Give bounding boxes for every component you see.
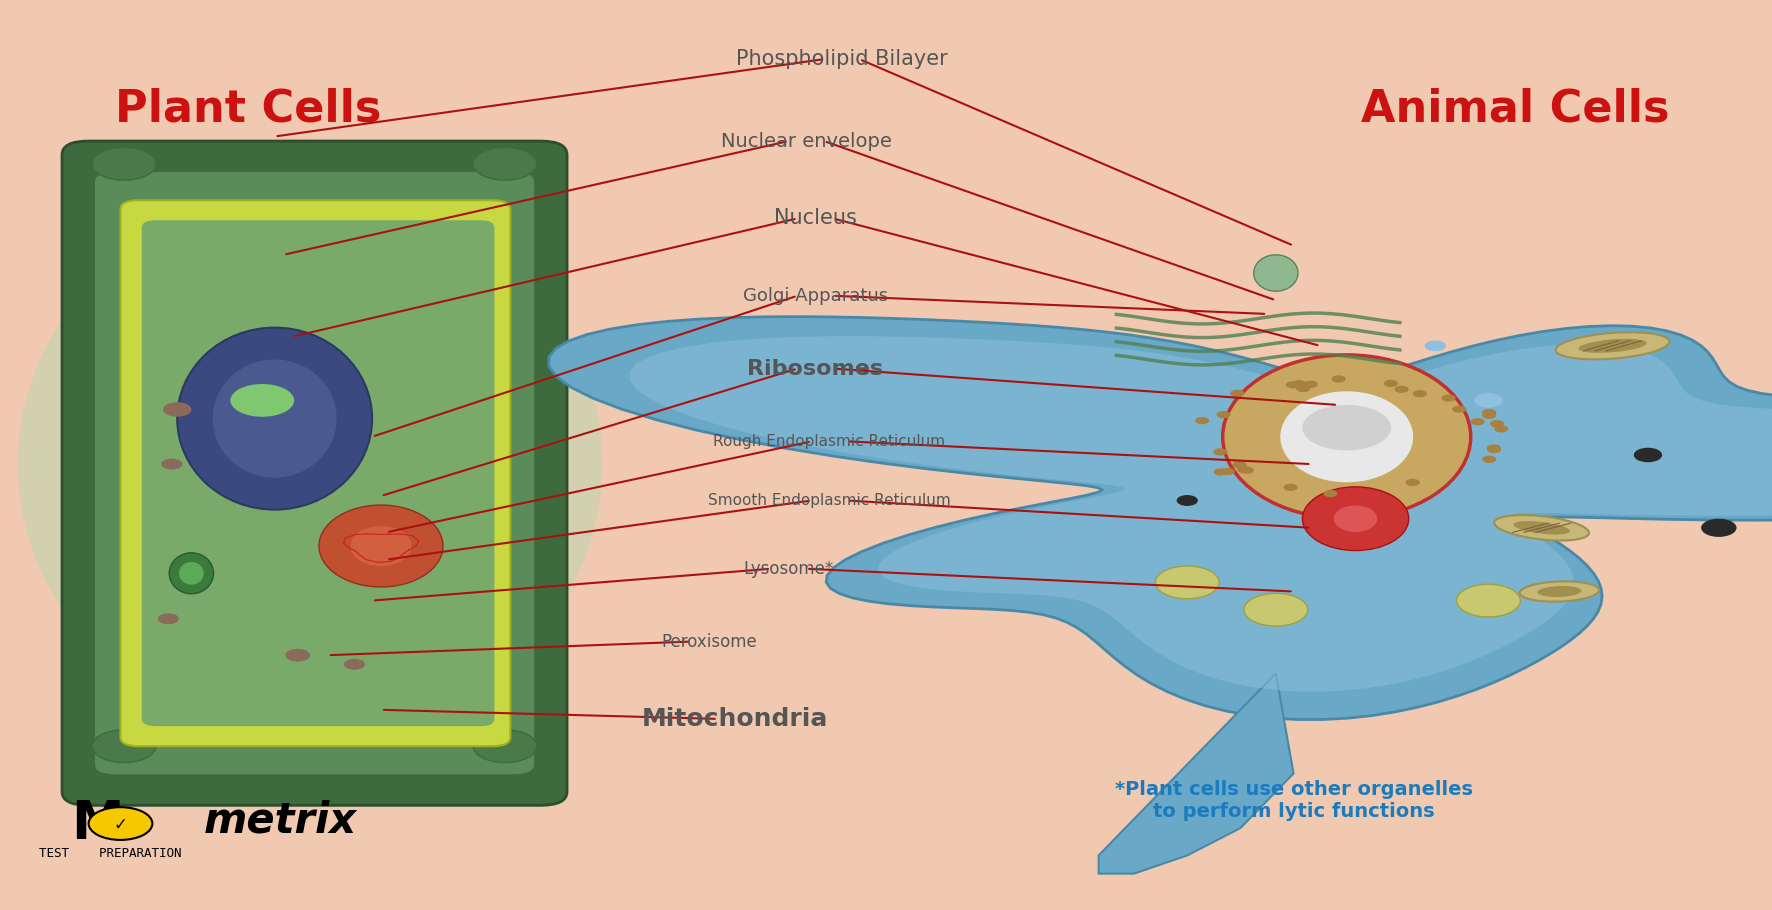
Circle shape: [1487, 446, 1501, 453]
Text: Phospholipid Bilayer: Phospholipid Bilayer: [735, 49, 948, 69]
Circle shape: [1494, 425, 1508, 432]
Circle shape: [1155, 566, 1219, 599]
Circle shape: [1481, 409, 1496, 416]
FancyBboxPatch shape: [142, 220, 494, 726]
Circle shape: [1481, 456, 1496, 463]
Circle shape: [1244, 593, 1308, 626]
Polygon shape: [1099, 673, 1294, 874]
Circle shape: [1471, 418, 1485, 425]
Text: M: M: [71, 797, 124, 850]
Circle shape: [1487, 444, 1501, 451]
Circle shape: [1295, 385, 1310, 392]
Text: Peroxisome: Peroxisome: [661, 632, 757, 651]
Text: Plant Cells: Plant Cells: [115, 87, 381, 131]
FancyBboxPatch shape: [62, 141, 567, 805]
Ellipse shape: [1520, 581, 1598, 602]
Circle shape: [1214, 449, 1228, 456]
Text: Ribosomes: Ribosomes: [748, 359, 882, 379]
Text: Lysosome*: Lysosome*: [744, 560, 833, 578]
Circle shape: [158, 613, 179, 624]
Circle shape: [1474, 393, 1503, 408]
Circle shape: [473, 730, 537, 763]
Ellipse shape: [170, 552, 214, 594]
FancyBboxPatch shape: [120, 200, 510, 746]
Circle shape: [230, 384, 294, 417]
Text: Nuclear envelope: Nuclear envelope: [721, 132, 891, 150]
Circle shape: [1481, 411, 1496, 419]
Circle shape: [163, 402, 191, 417]
Circle shape: [1283, 484, 1297, 491]
Circle shape: [1221, 468, 1235, 475]
Text: ✓: ✓: [113, 815, 128, 834]
Circle shape: [1457, 584, 1520, 617]
Circle shape: [1442, 394, 1457, 401]
Circle shape: [1425, 340, 1446, 351]
Text: Golgi Apparatus: Golgi Apparatus: [742, 287, 888, 305]
Circle shape: [89, 807, 152, 840]
Ellipse shape: [1302, 487, 1409, 551]
Circle shape: [1384, 379, 1398, 387]
Circle shape: [285, 649, 310, 662]
Circle shape: [1490, 420, 1504, 428]
Circle shape: [1214, 469, 1228, 476]
Circle shape: [1177, 495, 1198, 506]
Circle shape: [1237, 466, 1251, 473]
Circle shape: [1302, 405, 1391, 450]
Circle shape: [1331, 375, 1345, 382]
Circle shape: [473, 147, 537, 180]
Circle shape: [1216, 411, 1230, 419]
Text: Rough Endoplasmic Reticulum: Rough Endoplasmic Reticulum: [714, 434, 944, 449]
Ellipse shape: [1223, 355, 1471, 519]
Circle shape: [1194, 417, 1209, 424]
Circle shape: [1292, 380, 1306, 388]
Ellipse shape: [177, 328, 372, 510]
Ellipse shape: [1579, 339, 1646, 353]
Text: Animal Cells: Animal Cells: [1361, 87, 1669, 131]
Circle shape: [92, 730, 156, 763]
Circle shape: [344, 659, 365, 670]
Ellipse shape: [213, 359, 337, 478]
Text: *Plant cells use other organelles
to perform lytic functions: *Plant cells use other organelles to per…: [1115, 780, 1473, 822]
Circle shape: [92, 147, 156, 180]
Polygon shape: [549, 317, 1772, 720]
Circle shape: [1701, 519, 1737, 537]
Circle shape: [1634, 448, 1662, 462]
Ellipse shape: [1538, 586, 1581, 597]
Ellipse shape: [179, 561, 204, 585]
Text: Smooth Endoplasmic Reticulum: Smooth Endoplasmic Reticulum: [709, 493, 950, 508]
Ellipse shape: [351, 525, 411, 566]
Ellipse shape: [1279, 391, 1414, 482]
Circle shape: [1412, 390, 1426, 398]
Text: metrix: metrix: [204, 800, 356, 842]
Ellipse shape: [1253, 255, 1297, 291]
Circle shape: [1324, 490, 1338, 497]
Circle shape: [1233, 461, 1247, 469]
Circle shape: [161, 459, 183, 470]
Circle shape: [1230, 389, 1244, 397]
Circle shape: [1286, 381, 1301, 389]
Text: Mitochondria: Mitochondria: [641, 707, 829, 731]
Text: TEST    PREPARATION: TEST PREPARATION: [39, 847, 181, 860]
Text: Nucleus: Nucleus: [774, 208, 856, 228]
Ellipse shape: [319, 505, 443, 587]
FancyBboxPatch shape: [94, 171, 535, 775]
Ellipse shape: [1556, 332, 1669, 359]
Ellipse shape: [1494, 515, 1589, 541]
Polygon shape: [629, 336, 1772, 692]
Ellipse shape: [1333, 505, 1379, 532]
Ellipse shape: [18, 191, 602, 737]
Circle shape: [1405, 479, 1419, 486]
Circle shape: [1240, 467, 1255, 474]
Circle shape: [1395, 386, 1409, 393]
Circle shape: [1304, 380, 1318, 388]
Circle shape: [1453, 406, 1467, 413]
Ellipse shape: [1513, 521, 1570, 534]
